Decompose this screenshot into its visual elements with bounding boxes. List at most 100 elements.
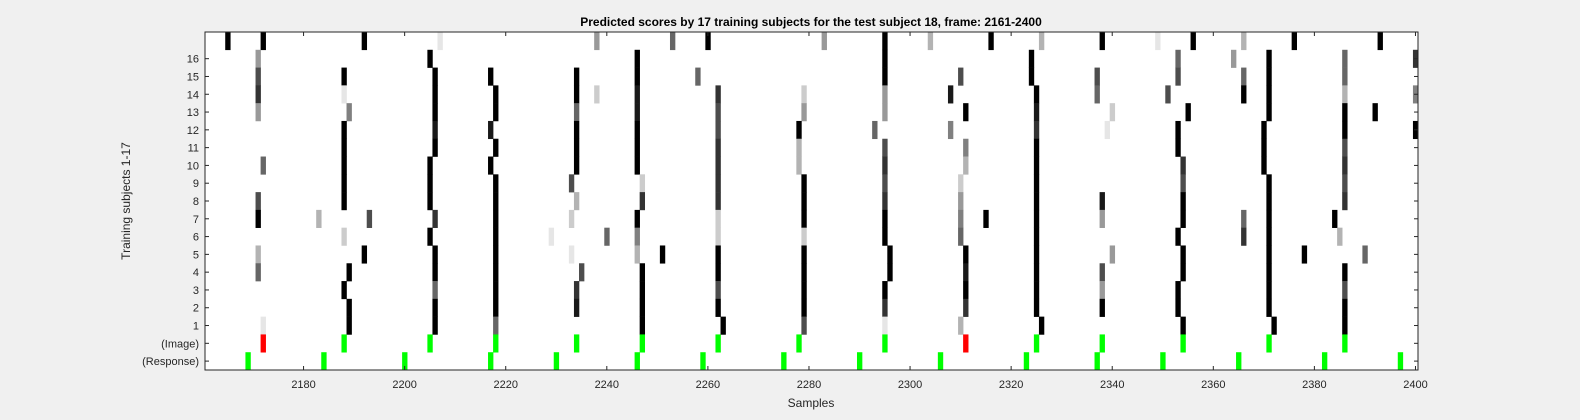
score-cell: [1175, 67, 1181, 86]
score-cell: [634, 245, 640, 264]
image-event-marker: [1033, 334, 1040, 353]
y-tick-label: (Response): [142, 356, 199, 368]
score-cell: [341, 156, 347, 175]
score-cell: [963, 298, 969, 317]
response-marker: [856, 352, 863, 371]
score-cell: [1033, 227, 1040, 246]
score-cell: [715, 245, 721, 264]
score-cell: [634, 85, 640, 104]
score-cell: [634, 103, 640, 122]
score-cell: [1033, 156, 1040, 175]
score-cell: [1175, 298, 1181, 317]
y-tick-label: 1: [193, 321, 199, 333]
score-cell: [715, 156, 721, 175]
y-tick-label: 8: [193, 196, 199, 208]
score-cell: [548, 227, 555, 246]
score-cell: [488, 156, 494, 175]
score-cell: [427, 227, 433, 246]
score-cell: [1038, 316, 1045, 335]
score-cell: [1175, 120, 1181, 140]
y-axis: 16 15 14 13 12 11 10 9 8 7 6 5 4 3 2 1 (Image) (Response): [142, 54, 1418, 368]
score-cell: [341, 120, 347, 140]
score-cell: [493, 281, 499, 300]
score-cell: [341, 227, 347, 246]
score-cell: [488, 120, 494, 140]
score-cell: [801, 316, 807, 335]
score-cell: [1342, 67, 1348, 86]
score-cell: [1342, 263, 1348, 282]
score-cell: [963, 245, 969, 264]
score-cell: [361, 245, 368, 264]
score-cell: [715, 192, 721, 211]
image-event-marker: [715, 334, 721, 353]
score-cell: [1033, 281, 1040, 300]
response-marker: [700, 352, 706, 371]
score-cell: [260, 156, 266, 175]
score-cell: [1033, 138, 1040, 157]
score-cell: [493, 263, 499, 282]
score-cell: [1033, 85, 1040, 104]
x-tick-label: 2220: [493, 379, 517, 391]
score-cell: [432, 138, 438, 157]
score-cell: [427, 156, 433, 175]
score-cell: [432, 245, 438, 264]
score-cell: [882, 174, 888, 193]
score-cell: [573, 281, 580, 300]
score-cell: [1033, 263, 1040, 282]
score-cell: [1266, 227, 1272, 246]
score-cell: [255, 49, 261, 68]
score-cell: [1099, 298, 1105, 317]
score-cell: [346, 316, 352, 335]
score-cell: [715, 85, 721, 104]
y-tick-label: 14: [187, 89, 199, 101]
score-cell: [1342, 298, 1348, 317]
score-cell: [882, 32, 888, 51]
score-cell: [958, 174, 964, 193]
score-cell: [796, 156, 802, 175]
score-cell: [1175, 281, 1181, 300]
score-cell: [1266, 298, 1272, 317]
score-cell: [1241, 209, 1247, 228]
score-cell: [1185, 103, 1191, 122]
image-event-marker: [882, 334, 888, 353]
score-cell: [432, 316, 438, 335]
score-cell: [493, 85, 499, 104]
score-cell: [1266, 263, 1272, 282]
score-cell: [1033, 245, 1040, 264]
score-cell: [958, 192, 964, 211]
score-cell: [1180, 263, 1186, 282]
score-cell: [255, 209, 261, 228]
score-cell: [260, 32, 266, 51]
score-cell: [260, 316, 266, 335]
y-tick-label: 7: [193, 214, 199, 226]
score-cell: [695, 67, 701, 86]
score-cell: [801, 281, 807, 300]
score-cell: [1094, 67, 1100, 86]
score-cell: [432, 263, 438, 282]
score-cell: [1099, 281, 1105, 300]
score-cell: [432, 298, 438, 317]
image-event-marker: [639, 334, 646, 353]
score-cell: [669, 32, 676, 51]
heatmap-cells: [225, 32, 1419, 335]
score-cell: [882, 192, 888, 211]
score-cell: [493, 192, 499, 211]
y-tick-label: 5: [193, 249, 199, 261]
x-tick-label: 2400: [1403, 379, 1427, 391]
y-tick-label: (Image): [161, 338, 199, 350]
response-marker: [937, 352, 944, 371]
score-cell: [1033, 174, 1040, 193]
response-marker: [1236, 352, 1242, 371]
x-tick-label: 2340: [1100, 379, 1124, 391]
x-tick-label: 2260: [696, 379, 720, 391]
score-cell: [427, 174, 433, 193]
score-cell: [882, 298, 888, 317]
score-cell: [573, 298, 580, 317]
score-cell: [639, 174, 646, 193]
score-cell: [1033, 103, 1040, 122]
score-cell: [947, 85, 954, 104]
score-cell: [1180, 245, 1186, 264]
image-event-marker: [963, 334, 969, 353]
score-cell: [872, 120, 878, 140]
